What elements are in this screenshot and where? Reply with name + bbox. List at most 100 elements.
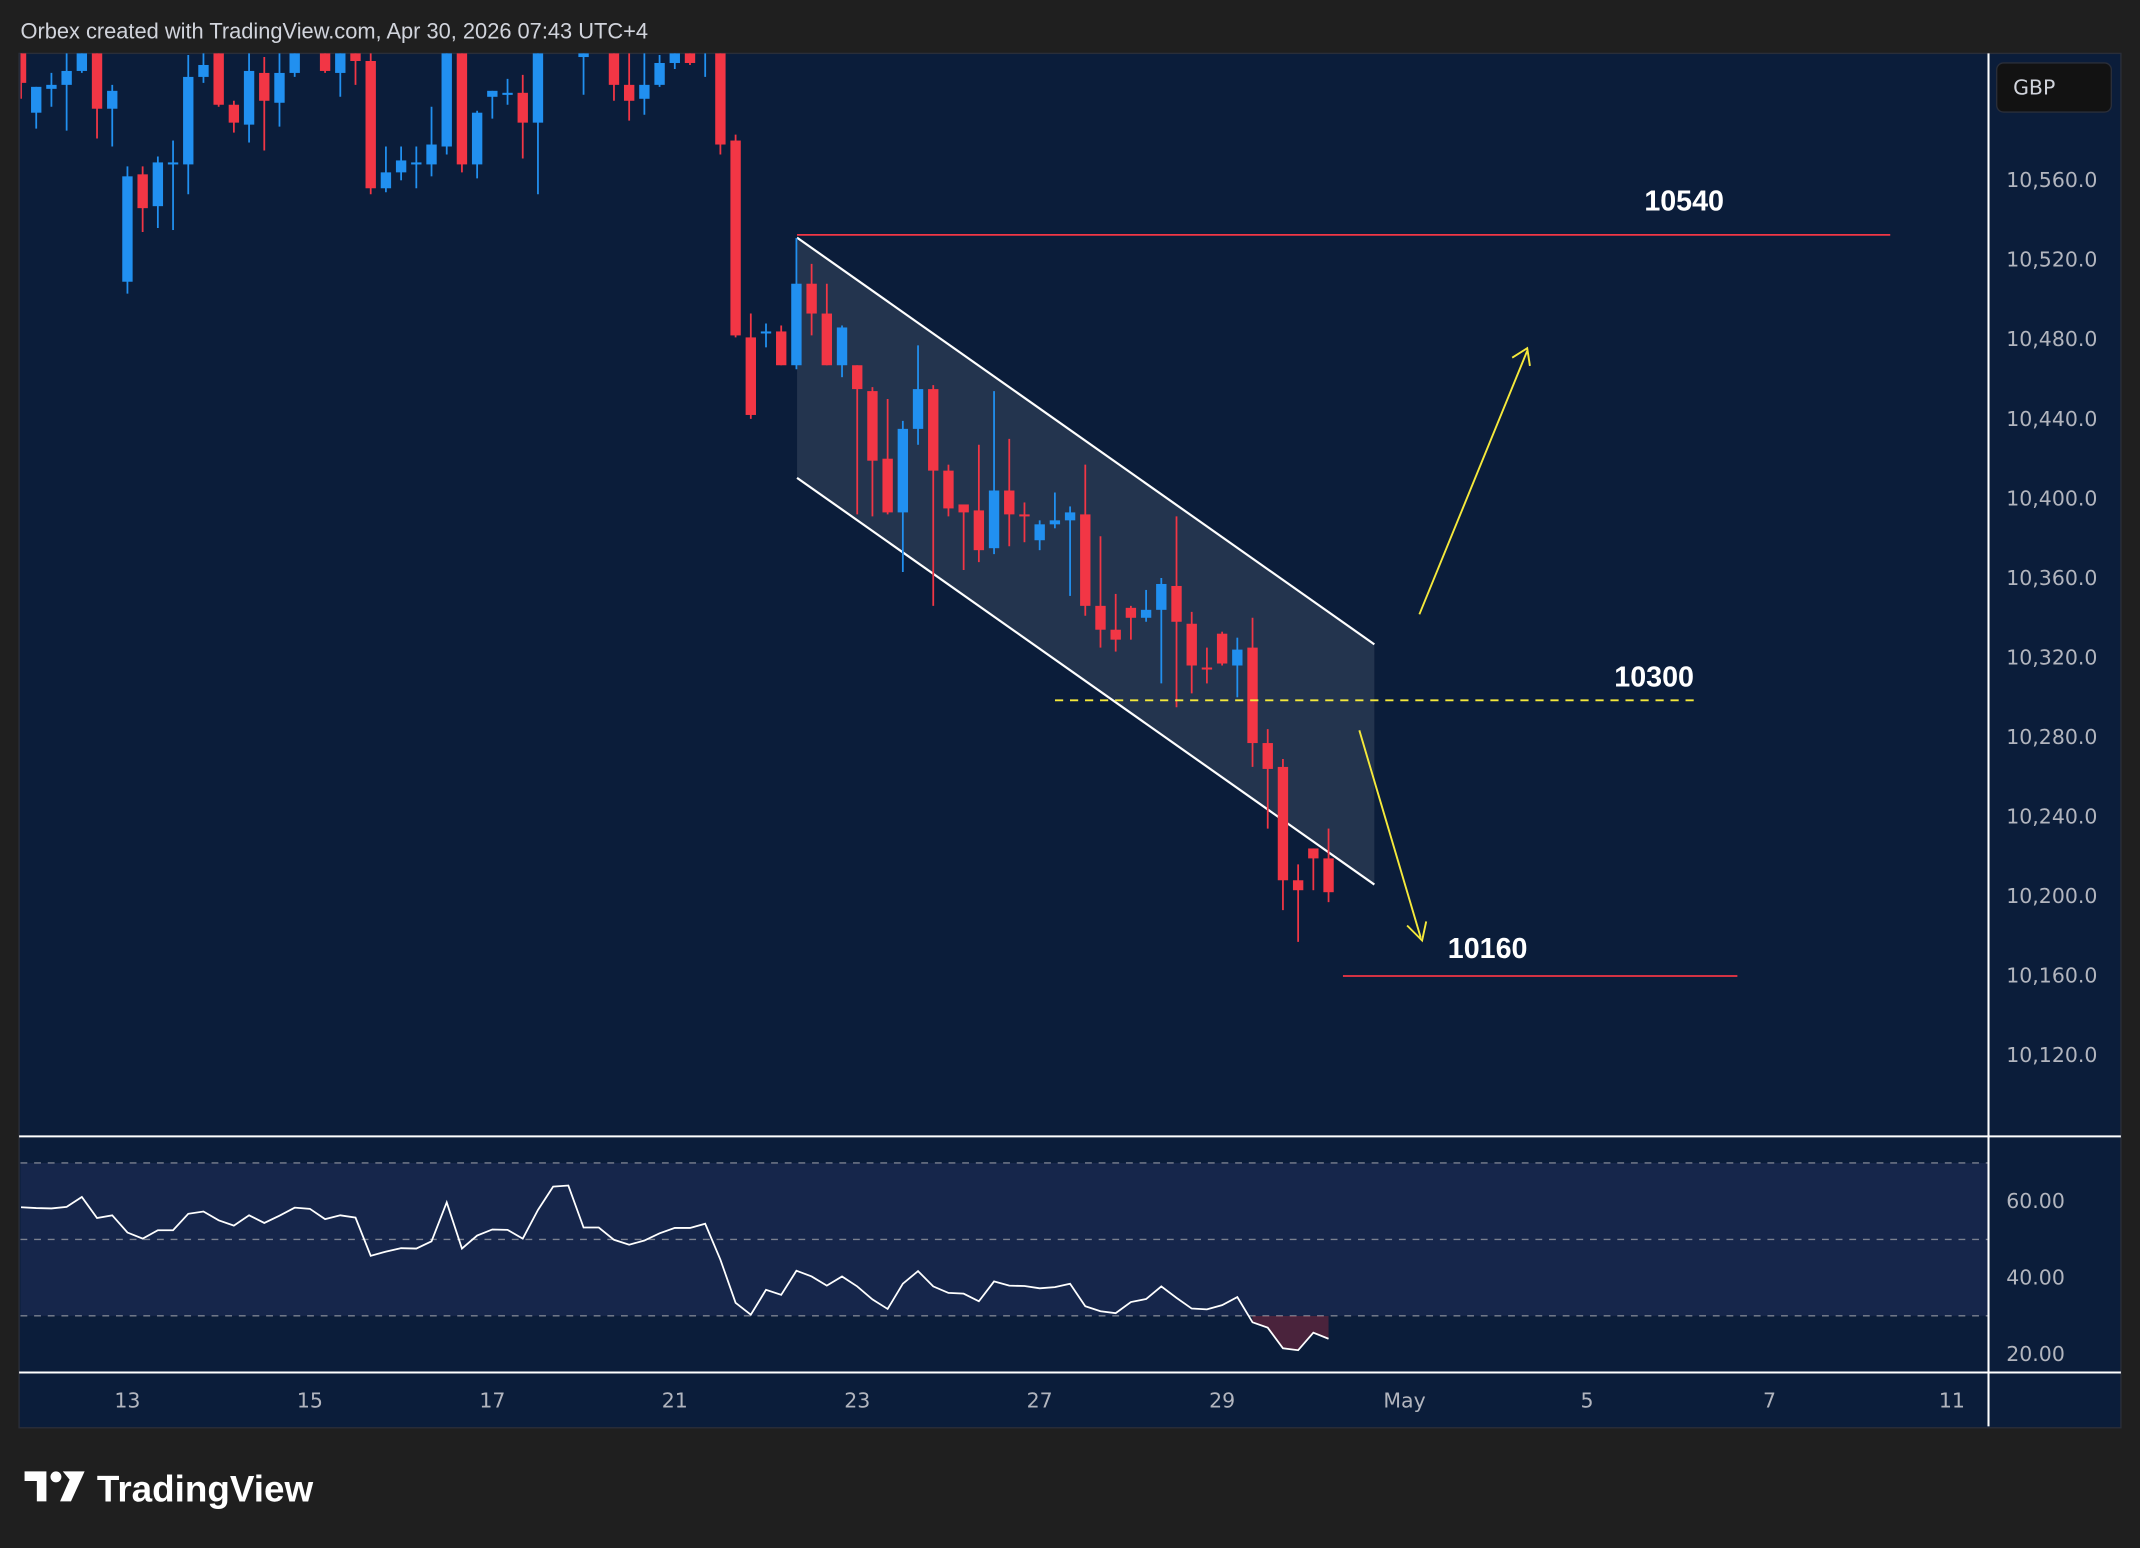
candle — [715, 53, 726, 155]
candle-body — [1323, 858, 1334, 893]
tv-logo-mark — [24, 1471, 47, 1502]
candle — [958, 504, 969, 571]
candle-body — [167, 162, 179, 165]
candle-body — [1064, 512, 1076, 521]
price-axis[interactable]: 10,560.0 10,520.0 10,480.0 10,440.0 10,400.0… — [2006, 168, 2097, 1067]
price-tick-label: 10,480.0 — [2006, 327, 2097, 351]
candle — [1216, 631, 1228, 666]
candle — [1004, 438, 1015, 547]
arrow-down-icon[interactable] — [1358, 730, 1428, 943]
time-tick-label: 27 — [1027, 1388, 1053, 1412]
time-tick-label: 29 — [1209, 1388, 1235, 1412]
candle-body — [623, 84, 635, 101]
candle — [152, 156, 164, 229]
candle — [704, 53, 707, 77]
candle-body — [1080, 514, 1091, 606]
candle-body — [867, 391, 878, 461]
tradingview-logo: TradingView — [24, 1468, 314, 1509]
candle — [380, 146, 392, 193]
candle — [20, 53, 27, 99]
time-tick-label: 17 — [479, 1388, 505, 1412]
price-tick-label: 10,560.0 — [2006, 168, 2097, 192]
candle-body — [532, 53, 544, 123]
candle — [456, 53, 468, 173]
candle-body — [517, 92, 528, 123]
time-tick-label: 21 — [662, 1388, 688, 1412]
candle — [654, 55, 665, 87]
rsi-tick-label: 60.00 — [2006, 1189, 2065, 1213]
candle-body — [1095, 605, 1106, 630]
rsi-oversold-fill — [1252, 1315, 1329, 1351]
candle-body — [46, 84, 57, 89]
attribution-text: Orbex created with TradingView.com, Apr … — [20, 18, 648, 43]
candle-body — [1308, 848, 1319, 859]
time-tick-label: 13 — [114, 1388, 140, 1412]
candle — [1262, 729, 1273, 829]
time-tick-label: 5 — [1580, 1388, 1593, 1412]
rsi-axis[interactable]: 60.00 40.00 20.00 — [2006, 1189, 2065, 1366]
candle — [61, 53, 72, 131]
candle — [1140, 589, 1152, 622]
candle-body — [122, 176, 133, 282]
candle-body — [943, 470, 954, 509]
candle-body — [988, 490, 1000, 549]
candle-body — [395, 160, 407, 173]
candle — [791, 237, 802, 370]
candle — [517, 74, 528, 159]
price-tick-label: 10,440.0 — [2006, 407, 2097, 431]
candle — [988, 391, 1000, 555]
price-tick-label: 10,320.0 — [2006, 645, 2097, 669]
candle-body — [639, 84, 650, 99]
candle — [1034, 520, 1045, 551]
candle — [1110, 593, 1121, 652]
candle — [91, 53, 103, 139]
candle — [471, 110, 483, 179]
time-tick-label: 15 — [297, 1388, 323, 1412]
time-tick-label: 11 — [1939, 1388, 1965, 1412]
candle — [760, 323, 772, 348]
price-tick-label: 10,160.0 — [2006, 964, 2097, 988]
rsi-tick-label: 20.00 — [2006, 1342, 2065, 1366]
candle — [882, 399, 893, 515]
candle — [213, 53, 224, 107]
arrow-up-icon[interactable] — [1418, 346, 1531, 615]
candle — [1171, 516, 1182, 708]
channel-upper-line[interactable] — [796, 236, 1375, 646]
candle-body — [456, 53, 468, 165]
candle-body — [1292, 880, 1304, 891]
candle-body — [183, 76, 194, 165]
candle-body — [1125, 607, 1137, 618]
candles — [20, 53, 1334, 942]
candle-body — [715, 53, 726, 145]
price-tick-label: 10,360.0 — [2006, 566, 2097, 590]
price-tick-label: 10,520.0 — [2006, 248, 2097, 272]
candle — [243, 53, 255, 143]
candle-body — [1232, 649, 1243, 666]
candle-body — [152, 162, 164, 207]
candle — [441, 53, 452, 155]
time-tick-label: May — [1383, 1388, 1425, 1412]
candle-body — [1049, 520, 1061, 525]
candle — [532, 53, 544, 195]
candle-body — [259, 72, 270, 101]
candle — [973, 444, 985, 563]
candle — [821, 283, 833, 366]
candle-body — [806, 283, 817, 314]
candle — [578, 53, 589, 95]
candle-body — [1019, 514, 1030, 517]
candle-body — [791, 283, 802, 366]
candle — [1064, 506, 1076, 596]
candle — [928, 385, 939, 606]
candle — [1308, 848, 1319, 891]
candle — [912, 345, 924, 445]
time-axis[interactable]: 13 15 17 21 23 27 29 May 5 7 11 — [114, 1388, 1965, 1412]
candle-body — [289, 53, 300, 73]
candle-body — [821, 313, 833, 366]
candle — [122, 166, 133, 294]
currency-badge[interactable]: GBP — [1996, 62, 2113, 113]
candle-body — [669, 53, 680, 63]
candle — [730, 134, 741, 338]
candle — [639, 53, 650, 115]
candle — [289, 53, 300, 77]
